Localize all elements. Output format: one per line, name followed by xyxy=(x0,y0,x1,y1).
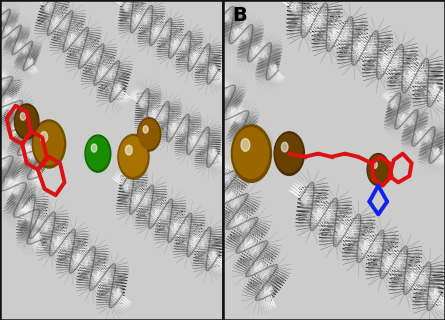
Text: B: B xyxy=(233,6,247,25)
Circle shape xyxy=(236,132,265,173)
Circle shape xyxy=(94,148,98,154)
Circle shape xyxy=(39,130,57,155)
Circle shape xyxy=(138,118,161,151)
Circle shape xyxy=(234,128,269,179)
Circle shape xyxy=(42,134,53,149)
Circle shape xyxy=(90,143,104,162)
Circle shape xyxy=(86,137,109,170)
Circle shape xyxy=(243,141,256,160)
Circle shape xyxy=(36,126,60,160)
Circle shape xyxy=(144,127,152,138)
Circle shape xyxy=(23,117,27,122)
Circle shape xyxy=(281,142,288,152)
Circle shape xyxy=(34,123,63,165)
Circle shape xyxy=(14,104,39,139)
Circle shape xyxy=(20,111,32,130)
Circle shape xyxy=(142,124,154,142)
Circle shape xyxy=(241,139,250,151)
Circle shape xyxy=(275,134,302,172)
Circle shape xyxy=(93,146,101,158)
Circle shape xyxy=(127,147,137,162)
Circle shape xyxy=(125,145,132,155)
Circle shape xyxy=(139,119,159,149)
Circle shape xyxy=(124,144,141,167)
Circle shape xyxy=(373,163,380,173)
Circle shape xyxy=(16,106,37,137)
Circle shape xyxy=(17,108,35,133)
Circle shape xyxy=(239,137,260,166)
Circle shape xyxy=(120,137,147,176)
Circle shape xyxy=(21,114,29,125)
Circle shape xyxy=(367,154,389,186)
Circle shape xyxy=(246,146,252,154)
Circle shape xyxy=(368,155,388,183)
Circle shape xyxy=(231,125,271,182)
Circle shape xyxy=(146,130,150,135)
Circle shape xyxy=(118,134,149,179)
Circle shape xyxy=(375,165,379,170)
Circle shape xyxy=(88,140,107,166)
Circle shape xyxy=(143,126,148,133)
Circle shape xyxy=(278,137,299,168)
Circle shape xyxy=(372,160,383,177)
Circle shape xyxy=(274,132,304,175)
Circle shape xyxy=(91,144,97,152)
Circle shape xyxy=(121,140,144,172)
Circle shape xyxy=(280,141,296,163)
Circle shape xyxy=(283,144,292,158)
Circle shape xyxy=(129,151,134,157)
Circle shape xyxy=(140,122,157,146)
Circle shape xyxy=(40,132,48,142)
Circle shape xyxy=(85,135,111,172)
Circle shape xyxy=(370,157,386,180)
Circle shape xyxy=(285,148,290,154)
Circle shape xyxy=(44,137,49,145)
Circle shape xyxy=(20,112,26,120)
Circle shape xyxy=(32,120,66,168)
Circle shape xyxy=(372,161,377,168)
